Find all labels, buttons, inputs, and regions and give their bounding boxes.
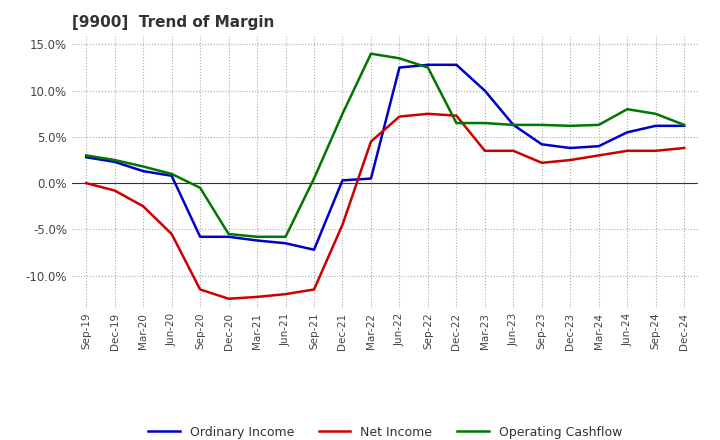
Net Income — [282, 291, 290, 297]
Ordinary Income — [282, 241, 290, 246]
Ordinary Income — [110, 159, 119, 165]
Net Income — [680, 145, 688, 150]
Ordinary Income — [82, 154, 91, 160]
Net Income — [338, 222, 347, 227]
Net Income — [253, 294, 261, 300]
Ordinary Income — [680, 123, 688, 128]
Net Income — [310, 287, 318, 292]
Ordinary Income — [537, 142, 546, 147]
Operating Cashflow — [595, 122, 603, 128]
Ordinary Income — [167, 173, 176, 178]
Net Income — [395, 114, 404, 119]
Net Income — [139, 204, 148, 209]
Net Income — [652, 148, 660, 154]
Ordinary Income — [423, 62, 432, 67]
Operating Cashflow — [623, 106, 631, 112]
Net Income — [196, 287, 204, 292]
Operating Cashflow — [652, 111, 660, 117]
Operating Cashflow — [395, 56, 404, 61]
Net Income — [480, 148, 489, 154]
Ordinary Income — [366, 176, 375, 181]
Operating Cashflow — [366, 51, 375, 56]
Net Income — [423, 111, 432, 117]
Line: Operating Cashflow: Operating Cashflow — [86, 54, 684, 237]
Text: [9900]  Trend of Margin: [9900] Trend of Margin — [72, 15, 274, 30]
Operating Cashflow — [537, 122, 546, 128]
Line: Ordinary Income: Ordinary Income — [86, 65, 684, 250]
Net Income — [167, 231, 176, 237]
Net Income — [595, 153, 603, 158]
Operating Cashflow — [452, 121, 461, 126]
Ordinary Income — [225, 234, 233, 239]
Net Income — [452, 113, 461, 118]
Operating Cashflow — [82, 153, 91, 158]
Operating Cashflow — [253, 234, 261, 239]
Net Income — [509, 148, 518, 154]
Ordinary Income — [595, 143, 603, 149]
Operating Cashflow — [110, 158, 119, 163]
Line: Net Income: Net Income — [86, 114, 684, 299]
Net Income — [82, 180, 91, 186]
Operating Cashflow — [167, 171, 176, 176]
Operating Cashflow — [310, 176, 318, 181]
Operating Cashflow — [680, 122, 688, 128]
Operating Cashflow — [338, 111, 347, 117]
Net Income — [623, 148, 631, 154]
Net Income — [537, 160, 546, 165]
Net Income — [366, 139, 375, 144]
Operating Cashflow — [509, 122, 518, 128]
Ordinary Income — [623, 130, 631, 135]
Ordinary Income — [310, 247, 318, 253]
Net Income — [566, 158, 575, 163]
Net Income — [225, 296, 233, 301]
Ordinary Income — [395, 65, 404, 70]
Operating Cashflow — [480, 121, 489, 126]
Ordinary Income — [452, 62, 461, 67]
Operating Cashflow — [196, 185, 204, 191]
Net Income — [110, 188, 119, 193]
Ordinary Income — [338, 178, 347, 183]
Legend: Ordinary Income, Net Income, Operating Cashflow: Ordinary Income, Net Income, Operating C… — [143, 421, 627, 440]
Operating Cashflow — [225, 231, 233, 237]
Ordinary Income — [253, 238, 261, 243]
Ordinary Income — [652, 123, 660, 128]
Ordinary Income — [509, 122, 518, 128]
Ordinary Income — [480, 88, 489, 93]
Operating Cashflow — [139, 164, 148, 169]
Operating Cashflow — [423, 65, 432, 70]
Ordinary Income — [196, 234, 204, 239]
Operating Cashflow — [282, 234, 290, 239]
Operating Cashflow — [566, 123, 575, 128]
Ordinary Income — [566, 145, 575, 150]
Ordinary Income — [139, 169, 148, 174]
